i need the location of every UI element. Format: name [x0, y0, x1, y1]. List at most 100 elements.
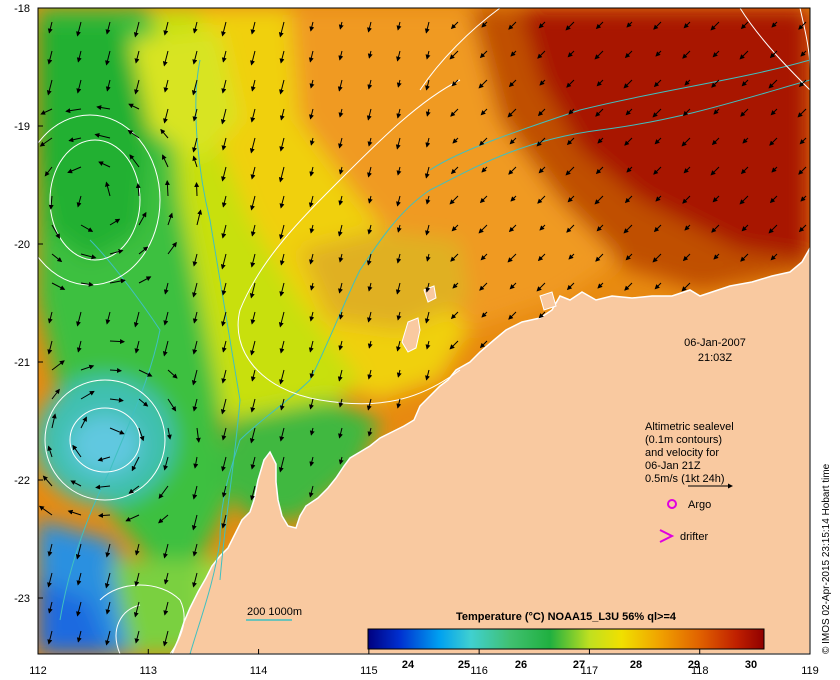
velocity-arrow [451, 224, 459, 232]
velocity-arrow [221, 456, 227, 472]
velocity-arrow [134, 340, 140, 354]
velocity-arrow [568, 108, 575, 115]
velocity-arrow [40, 108, 53, 115]
velocity-arrow [47, 50, 53, 65]
velocity-arrow [309, 282, 315, 291]
velocity-arrow [221, 427, 227, 441]
velocity-arrow [536, 137, 546, 147]
velocity-arrow [47, 601, 53, 614]
velocity-arrow [740, 108, 749, 117]
velocity-arrow [367, 50, 373, 59]
velocity-arrow [163, 311, 169, 326]
velocity-arrow [798, 224, 807, 233]
velocity-arrow [538, 21, 546, 29]
velocity-arrow [161, 154, 169, 168]
velocity-arrow [76, 311, 82, 327]
map-time: 21:03Z [698, 352, 733, 364]
velocity-arrow [366, 108, 372, 121]
lon-tick-label: 115 [360, 665, 378, 677]
velocity-arrow [507, 108, 517, 118]
velocity-arrow [425, 224, 430, 236]
velocity-arrow [769, 195, 778, 204]
velocity-arrow [163, 21, 169, 36]
velocity-arrow [449, 340, 459, 350]
velocity-arrow [72, 444, 82, 458]
velocity-arrow [192, 340, 198, 355]
velocity-arrow [450, 311, 459, 320]
velocity-arrow [338, 195, 344, 206]
velocity-arrow [425, 50, 431, 60]
velocity-arrow [134, 630, 140, 644]
velocity-arrow [367, 166, 372, 178]
velocity-arrow [625, 253, 633, 261]
velocity-arrow [683, 21, 691, 29]
velocity-arrow [167, 241, 177, 255]
velocity-arrow [163, 601, 169, 616]
velocity-arrow [279, 108, 285, 121]
velocity-arrow [249, 137, 256, 154]
velocity-arrow [395, 137, 401, 150]
velocity-arrow [449, 50, 459, 60]
velocity-arrow [250, 79, 256, 92]
lon-tick-label: 118 [691, 665, 709, 677]
velocity-arrow [338, 137, 343, 149]
velocity-arrow [712, 195, 720, 203]
velocity-arrow [451, 79, 459, 87]
velocity-arrow [425, 282, 431, 293]
velocity-arrow [338, 166, 344, 175]
velocity-arrow [742, 137, 749, 144]
velocity-arrow [539, 224, 546, 231]
velocity-arrow [109, 368, 122, 374]
velocity-arrow [396, 369, 402, 378]
velocity-arrow [76, 21, 82, 37]
colorbar-gradient [367, 628, 765, 650]
velocity-arrow [109, 427, 125, 435]
velocity-arrow [450, 253, 459, 262]
velocity-arrow [191, 514, 198, 531]
velocity-arrow [163, 572, 169, 585]
velocity-arrow [710, 166, 720, 176]
velocity-arrow [109, 218, 121, 226]
velocity-arrow [338, 311, 344, 320]
velocity-arrow [133, 21, 140, 38]
velocity-arrow [537, 253, 546, 262]
velocity-arrow [452, 137, 459, 144]
velocity-arrow [797, 108, 807, 118]
velocity-arrow [133, 601, 140, 618]
velocity-arrow [681, 137, 691, 147]
velocity-arrow [508, 311, 517, 320]
velocity-arrow [396, 195, 401, 207]
velocity-arrow [163, 543, 169, 559]
velocity-arrow [683, 166, 691, 174]
velocity-arrow [712, 50, 720, 58]
velocity-arrow [94, 133, 111, 139]
velocity-arrow [47, 445, 53, 458]
velocity-arrow [80, 416, 87, 429]
velocity-arrow [221, 224, 227, 239]
velocity-arrow [105, 311, 111, 325]
velocity-arrow [653, 166, 662, 175]
velocity-arrow [196, 209, 203, 226]
depth-contour-legend: 200 1000m [246, 606, 302, 621]
velocity-arrow [713, 108, 720, 115]
velocity-arrow [163, 108, 169, 124]
velocity-arrow [249, 427, 256, 444]
velocity-arrow [220, 253, 227, 270]
velocity-arrow [452, 282, 459, 289]
velocity-arrow [80, 281, 94, 287]
velocity-arrow [167, 369, 178, 379]
velocity-arrow [65, 108, 82, 114]
velocity-arrow [167, 212, 173, 226]
velocity-arrow [221, 514, 227, 529]
velocity-arrow [684, 79, 691, 86]
velocity-arrow [655, 195, 662, 202]
velocity-arrow [425, 195, 431, 205]
velocity-arrow [509, 282, 517, 290]
velocity-arrow [97, 456, 111, 462]
velocity-arrow [39, 137, 53, 147]
velocity-arrow [38, 505, 53, 516]
velocity-arrow [51, 360, 65, 371]
velocity-arrow [105, 181, 111, 197]
velocity-arrow [624, 282, 633, 291]
velocity-arrow [48, 195, 54, 210]
